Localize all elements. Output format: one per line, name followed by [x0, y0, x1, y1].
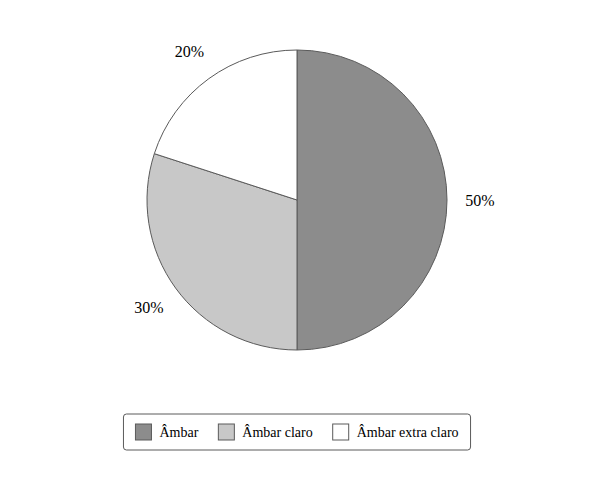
legend: Âmbar Âmbar claro Âmbar extra claro: [123, 414, 470, 450]
legend-label: Âmbar extra claro: [357, 424, 459, 440]
legend-label: Âmbar: [159, 424, 198, 440]
data-labels: 50% 30% 20%: [134, 43, 494, 316]
data-label: 30%: [134, 299, 163, 316]
pie-slice: [154, 50, 297, 200]
slices: [147, 50, 447, 350]
chart-container: 50% 30% 20% Âmbar Âmbar claro Âmbar extra cla…: [0, 0, 594, 491]
legend-swatch: [333, 424, 349, 440]
legend-items: Âmbar Âmbar claro Âmbar extra claro: [135, 424, 458, 441]
legend-swatch: [135, 424, 151, 440]
legend-swatch: [218, 424, 234, 440]
data-label: 20%: [175, 43, 204, 60]
pie-slice: [297, 50, 447, 350]
legend-item: Âmbar claro: [218, 424, 312, 441]
legend-item: Âmbar: [135, 424, 198, 441]
legend-label: Âmbar claro: [242, 424, 312, 440]
legend-frame: [123, 414, 470, 450]
chart: 50% 30% 20% Âmbar Âmbar claro Âmbar extra cla…: [0, 0, 594, 491]
legend-item: Âmbar extra claro: [333, 424, 459, 441]
data-label: 50%: [465, 192, 494, 209]
